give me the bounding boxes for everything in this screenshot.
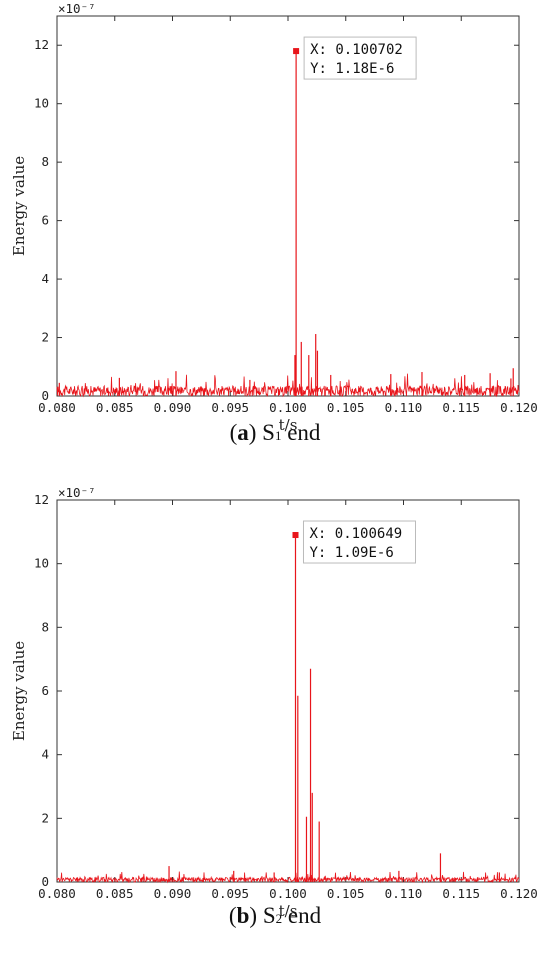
datatip-box <box>302 520 416 564</box>
x-axis-label: t/s <box>279 416 298 434</box>
datatip-y: Y: 1.09E-6 <box>309 545 393 561</box>
caption-prefix: S <box>262 903 276 928</box>
x-tick-label: 0.100 <box>269 886 307 901</box>
caption-letter: b <box>236 903 250 928</box>
chart-b: 0.080 0.085 0.090 0.095 0.100 0.105 0.110 0.115… <box>10 485 538 920</box>
caption-prefix: S <box>262 420 275 445</box>
chart-a: 0.080 0.085 0.090 0.095 0.100 0.105 0.110 0.115… <box>10 1 538 434</box>
x-tick-label: 0.085 <box>96 400 134 415</box>
x-tick-label: 0.105 <box>327 886 365 901</box>
datatip-x: X: 0.100649 <box>309 526 402 542</box>
series-energy <box>56 51 520 398</box>
datatip-x: X: 0.100702 <box>310 42 403 58</box>
caption-suffix: end <box>282 903 322 928</box>
x-tick-label: 0.120 <box>500 886 538 901</box>
datatip-y: Y: 1.18E-6 <box>310 61 394 77</box>
y-tick-label: 0 <box>41 874 49 889</box>
x-axis: 0.080 0.085 0.090 0.095 0.100 0.105 0.110 0.115… <box>38 16 538 415</box>
caption-subscript: 2 <box>275 911 283 926</box>
datatip: X: 0.100649 Y: 1.09E-6 <box>302 520 416 564</box>
y-tick-label: 10 <box>34 96 49 111</box>
x-tick-label: 0.100 <box>269 400 307 415</box>
x-tick-label: 0.095 <box>211 886 249 901</box>
y-tick-label: 8 <box>41 619 49 634</box>
noise-trace <box>56 871 520 884</box>
caption-a: (a) S1 end <box>229 420 321 445</box>
y-axis-label: Energy value <box>10 641 28 741</box>
x-tick-label: 0.080 <box>38 886 76 901</box>
y-tick-label: 12 <box>34 37 49 52</box>
y-tick-label: 4 <box>41 747 49 762</box>
datatip-box <box>303 36 417 80</box>
x-tick-label: 0.110 <box>385 886 423 901</box>
y-tick-label: 6 <box>41 213 49 228</box>
caption-b: (b) S2 end <box>228 903 322 928</box>
x-tick-label: 0.090 <box>154 886 192 901</box>
peak-marker <box>293 48 300 55</box>
x-tick-label: 0.120 <box>500 400 538 415</box>
y-tick-label: 8 <box>41 154 49 169</box>
noise-trace <box>56 373 520 398</box>
x-axis: 0.080 0.085 0.090 0.095 0.100 0.105 0.110 0.115… <box>38 500 538 901</box>
y-tick-label: 4 <box>41 271 49 286</box>
y-axis: 0 2 4 6 8 10 12 <box>34 37 519 403</box>
peak-marker <box>292 532 299 539</box>
y-tick-label: 12 <box>34 492 49 507</box>
x-tick-label: 0.085 <box>96 886 134 901</box>
plot-frame <box>56 15 520 397</box>
y-tick-label: 2 <box>41 330 49 345</box>
y-tick-label: 0 <box>41 388 49 403</box>
x-tick-label: 0.095 <box>211 400 249 415</box>
caption-letter: a <box>237 420 249 445</box>
plot-frame <box>56 499 520 883</box>
x-tick-label: 0.080 <box>38 400 76 415</box>
y-tick-label: 10 <box>34 556 49 571</box>
y-tick-label: 6 <box>41 683 49 698</box>
y-exponent-label: ×10⁻⁷ <box>58 1 96 16</box>
series-energy <box>56 535 520 884</box>
y-axis: 0 2 4 6 8 10 12 <box>34 492 519 889</box>
y-axis-label: Energy value <box>10 156 28 256</box>
x-tick-label: 0.110 <box>385 400 423 415</box>
x-axis-label: t/s <box>279 902 298 920</box>
caption-suffix: end <box>281 420 321 445</box>
x-tick-label: 0.115 <box>442 400 480 415</box>
caption-subscript: 1 <box>274 428 282 443</box>
y-exponent-label: ×10⁻⁷ <box>58 485 96 500</box>
y-tick-label: 2 <box>41 810 49 825</box>
datatip: X: 0.100702 Y: 1.18E-6 <box>303 36 417 80</box>
x-tick-label: 0.115 <box>442 886 480 901</box>
x-tick-label: 0.090 <box>154 400 192 415</box>
x-tick-label: 0.105 <box>327 400 365 415</box>
